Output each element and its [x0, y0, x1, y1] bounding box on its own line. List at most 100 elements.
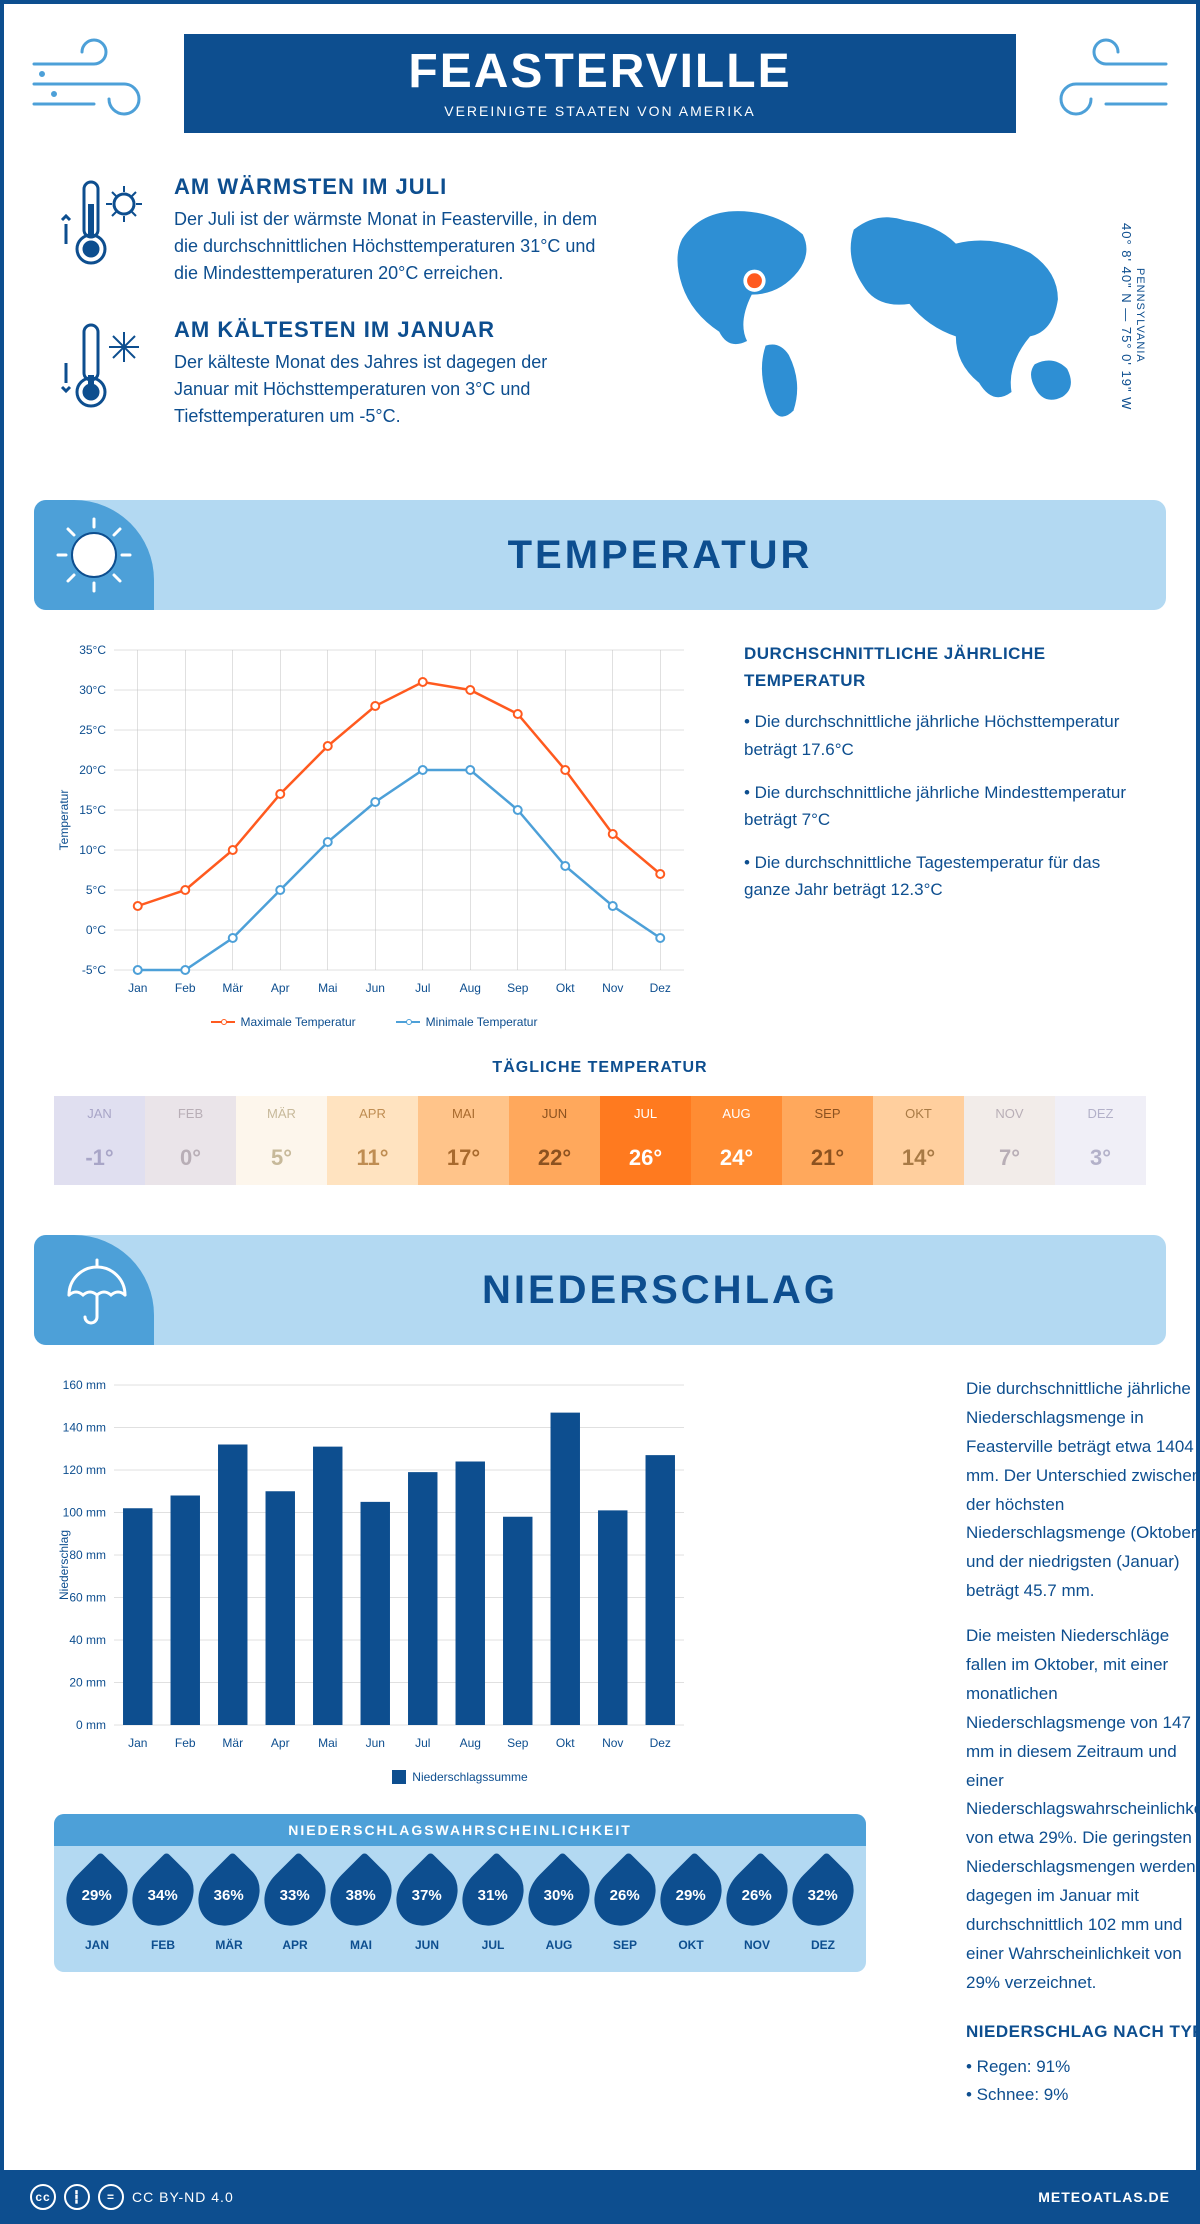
daily-temp-table: TÄGLICHE TEMPERATUR JAN-1°FEB0°MÄR5°APR1… [4, 1059, 1196, 1225]
precip-drop: 26%NOV [724, 1862, 790, 1952]
precip-drop: 31%JUL [460, 1862, 526, 1952]
intro-section: AM WÄRMSTEN IM JULI Der Juli ist der wär… [4, 144, 1196, 490]
svg-text:25°C: 25°C [79, 723, 106, 737]
precip-drop: 36%MÄR [196, 1862, 262, 1952]
svg-text:Apr: Apr [271, 981, 290, 995]
city-title: FEASTERVILLE [184, 44, 1016, 99]
temp-bullet: • Die durchschnittliche jährliche Mindes… [744, 779, 1146, 833]
svg-text:Nov: Nov [602, 981, 623, 995]
svg-text:0 mm: 0 mm [76, 1718, 106, 1732]
precip-type-item: • Schnee: 9% [966, 2081, 1200, 2110]
precip-probability: NIEDERSCHLAGSWAHRSCHEINLICHKEIT 29%JAN34… [54, 1814, 866, 1972]
by-icon: ┇ [64, 2184, 90, 2210]
temp-heading: TEMPERATUR [154, 533, 1166, 578]
coldest-blurb: AM KÄLTESTEN IM JANUAR Der kälteste Mona… [54, 317, 605, 430]
svg-text:100 mm: 100 mm [63, 1506, 106, 1520]
svg-text:80 mm: 80 mm [69, 1548, 106, 1562]
svg-text:Mai: Mai [318, 981, 337, 995]
precip-para: Die meisten Niederschläge fallen im Okto… [966, 1622, 1200, 1998]
svg-text:Niederschlag: Niederschlag [57, 1530, 71, 1600]
temperature-chart: -5°C0°C5°C10°C15°C20°C25°C30°C35°CJanFeb… [54, 640, 694, 1029]
warm-text: Der Juli ist der wärmste Monat in Feaste… [174, 206, 605, 287]
nd-icon: = [98, 2184, 124, 2210]
precip-drop: 34%FEB [130, 1862, 196, 1952]
svg-text:Temperatur: Temperatur [57, 790, 71, 851]
temp-legend: Maximale Temperatur Minimale Temperatur [54, 1015, 694, 1029]
svg-text:Nov: Nov [602, 1736, 623, 1750]
precip-drop: 30%AUG [526, 1862, 592, 1952]
svg-text:5°C: 5°C [86, 883, 106, 897]
svg-text:Jul: Jul [415, 1736, 430, 1750]
svg-text:Sep: Sep [507, 1736, 529, 1750]
svg-text:Dez: Dez [650, 1736, 671, 1750]
svg-text:Mai: Mai [318, 1736, 337, 1750]
precipitation-chart: 0 mm20 mm40 mm60 mm80 mm100 mm120 mm140 … [54, 1375, 866, 2140]
world-map [645, 174, 1109, 460]
svg-text:40 mm: 40 mm [69, 1633, 106, 1647]
svg-text:Mär: Mär [222, 1736, 243, 1750]
svg-text:Okt: Okt [556, 1736, 575, 1750]
temp-cell: JUL26° [600, 1095, 691, 1185]
temp-cell: NOV7° [964, 1095, 1055, 1185]
temp-cell: JUN22° [509, 1095, 600, 1185]
svg-text:Feb: Feb [175, 1736, 196, 1750]
precip-legend: Niederschlagssumme [54, 1770, 866, 1784]
footer: cc ┇ = CC BY-ND 4.0 METEOATLAS.DE [0, 2170, 1200, 2224]
svg-text:Apr: Apr [271, 1736, 290, 1750]
temp-cell: MÄR5° [236, 1095, 327, 1185]
temp-bullet: • Die durchschnittliche Tagestemperatur … [744, 849, 1146, 903]
temp-cell: MAI17° [418, 1095, 509, 1185]
temp-cell: FEB0° [145, 1095, 236, 1185]
temp-cell: SEP21° [782, 1095, 873, 1185]
svg-text:Dez: Dez [650, 981, 671, 995]
cold-text: Der kälteste Monat des Jahres ist dagege… [174, 349, 605, 430]
precip-type-title: NIEDERSCHLAG NACH TYP [966, 2018, 1200, 2047]
precip-type-item: • Regen: 91% [966, 2053, 1200, 2082]
wind-icon-left [24, 34, 174, 134]
svg-text:Okt: Okt [556, 981, 575, 995]
svg-text:10°C: 10°C [79, 843, 106, 857]
svg-text:0°C: 0°C [86, 923, 106, 937]
precip-drop: 33%APR [262, 1862, 328, 1952]
temp-cell: DEZ3° [1055, 1095, 1146, 1185]
temp-cell: APR11° [327, 1095, 418, 1185]
svg-text:160 mm: 160 mm [63, 1378, 106, 1392]
precip-drop: 29%JAN [64, 1862, 130, 1952]
temp-text-title: DURCHSCHNITTLICHE JÄHRLICHE TEMPERATUR [744, 640, 1146, 694]
header: FEASTERVILLE VEREINIGTE STAATEN VON AMER… [4, 4, 1196, 144]
precip-heading: NIEDERSCHLAG [154, 1268, 1166, 1313]
svg-text:30°C: 30°C [79, 683, 106, 697]
sun-icon [34, 500, 154, 610]
precip-section-header: NIEDERSCHLAG [34, 1235, 1166, 1345]
precip-drop: 37%JUN [394, 1862, 460, 1952]
precip-drop: 29%OKT [658, 1862, 724, 1952]
svg-text:Aug: Aug [460, 981, 481, 995]
temp-cell: AUG24° [691, 1095, 782, 1185]
svg-text:Jul: Jul [415, 981, 430, 995]
svg-text:Mär: Mär [222, 981, 243, 995]
temp-cell: OKT14° [873, 1095, 964, 1185]
cc-icon: cc [30, 2184, 56, 2210]
umbrella-icon [34, 1235, 154, 1345]
svg-text:20°C: 20°C [79, 763, 106, 777]
svg-text:Jan: Jan [128, 1736, 147, 1750]
svg-text:Jun: Jun [366, 1736, 385, 1750]
precip-drop: 26%SEP [592, 1862, 658, 1952]
warmest-blurb: AM WÄRMSTEN IM JULI Der Juli ist der wär… [54, 174, 605, 287]
precip-para: Die durchschnittliche jährliche Niedersc… [966, 1375, 1200, 1606]
precip-prob-title: NIEDERSCHLAGSWAHRSCHEINLICHKEIT [54, 1814, 866, 1846]
temp-section-header: TEMPERATUR [34, 500, 1166, 610]
svg-text:Aug: Aug [460, 1736, 481, 1750]
svg-text:Jun: Jun [366, 981, 385, 995]
coordinates: PENNSYLVANIA 40° 8' 40" N — 75° 0' 19" W [1109, 174, 1146, 460]
title-banner: FEASTERVILLE VEREINIGTE STAATEN VON AMER… [184, 34, 1016, 133]
svg-text:35°C: 35°C [79, 643, 106, 657]
svg-text:140 mm: 140 mm [63, 1421, 106, 1435]
svg-text:Feb: Feb [175, 981, 196, 995]
svg-text:120 mm: 120 mm [63, 1463, 106, 1477]
temp-bullet: • Die durchschnittliche jährliche Höchst… [744, 708, 1146, 762]
svg-text:Jan: Jan [128, 981, 147, 995]
svg-text:Sep: Sep [507, 981, 529, 995]
precip-drop: 38%MAI [328, 1862, 394, 1952]
page: FEASTERVILLE VEREINIGTE STAATEN VON AMER… [0, 0, 1200, 2170]
